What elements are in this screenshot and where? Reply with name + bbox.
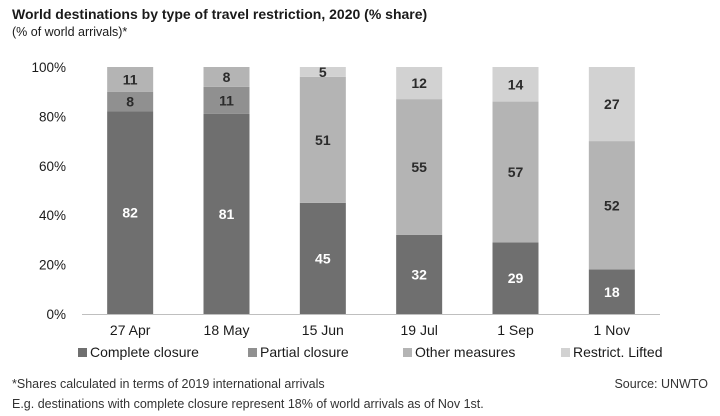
data-label: 27: [604, 96, 620, 112]
y-tick-label: 80%: [39, 109, 66, 124]
bar-segment: [492, 67, 539, 102]
data-label: 18: [604, 284, 620, 300]
data-label: 32: [411, 266, 427, 282]
legend-label: Other measures: [415, 344, 515, 360]
data-label: 12: [411, 75, 427, 91]
y-tick-label: 0%: [46, 307, 66, 322]
y-tick-label: 100%: [31, 60, 66, 75]
bar-segment: [299, 202, 346, 314]
x-tick-label: 18 May: [204, 322, 250, 338]
data-label: 55: [411, 159, 427, 175]
data-label: 52: [604, 197, 620, 213]
x-tick-label: 1 Nov: [594, 322, 631, 338]
source-note: Source: UNWTO: [614, 377, 708, 391]
bar-segment: [203, 113, 250, 315]
legend-swatch: [78, 348, 87, 357]
example-note: E.g. destinations with complete closure …: [12, 397, 484, 411]
chart-title: World destinations by type of travel res…: [12, 6, 428, 22]
data-label: 8: [126, 94, 134, 110]
data-label: 45: [315, 250, 331, 266]
bar-segment: [588, 269, 635, 314]
bar-segment: [588, 141, 635, 270]
y-tick-label: 60%: [39, 159, 66, 174]
x-tick-label: 27 Apr: [110, 322, 151, 338]
bar-segment: [203, 86, 250, 114]
legend-label: Restrict. Lifted: [573, 344, 662, 360]
bar-segment: [492, 101, 539, 243]
legend-swatch: [248, 348, 257, 357]
legend-swatch: [561, 348, 570, 357]
bar-segment: [396, 99, 443, 235]
bar-segment: [396, 67, 443, 100]
bar-segment: [299, 67, 346, 77]
data-label: 82: [122, 205, 138, 221]
bar-segment: [492, 242, 539, 314]
data-label: 29: [508, 270, 524, 286]
x-tick-label: 1 Sep: [497, 322, 534, 338]
legend-swatch: [403, 348, 412, 357]
data-label: 11: [219, 92, 234, 108]
y-tick-label: 40%: [39, 208, 66, 223]
data-label: 57: [508, 164, 524, 180]
bar-segment: [107, 67, 154, 92]
chart-subtitle: (% of world arrivals)*: [12, 25, 128, 39]
legend-label: Partial closure: [260, 344, 349, 360]
data-label: 11: [123, 71, 138, 87]
legend-label: Complete closure: [90, 344, 199, 360]
data-label: 51: [315, 132, 331, 148]
data-label: 14: [508, 76, 524, 92]
data-label: 5: [319, 64, 327, 80]
data-label: 81: [219, 206, 235, 222]
bar-segment: [107, 111, 154, 315]
bar-segment: [299, 76, 346, 203]
x-tick-label: 15 Jun: [302, 322, 344, 338]
x-tick-label: 19 Jul: [400, 322, 437, 338]
bar-segment: [396, 234, 443, 314]
bar-segment: [203, 67, 250, 87]
footnote: *Shares calculated in terms of 2019 inte…: [12, 377, 325, 391]
y-tick-label: 20%: [39, 258, 66, 273]
bar-segment: [588, 67, 635, 142]
bar-segment: [107, 91, 154, 112]
data-label: 8: [223, 69, 231, 85]
